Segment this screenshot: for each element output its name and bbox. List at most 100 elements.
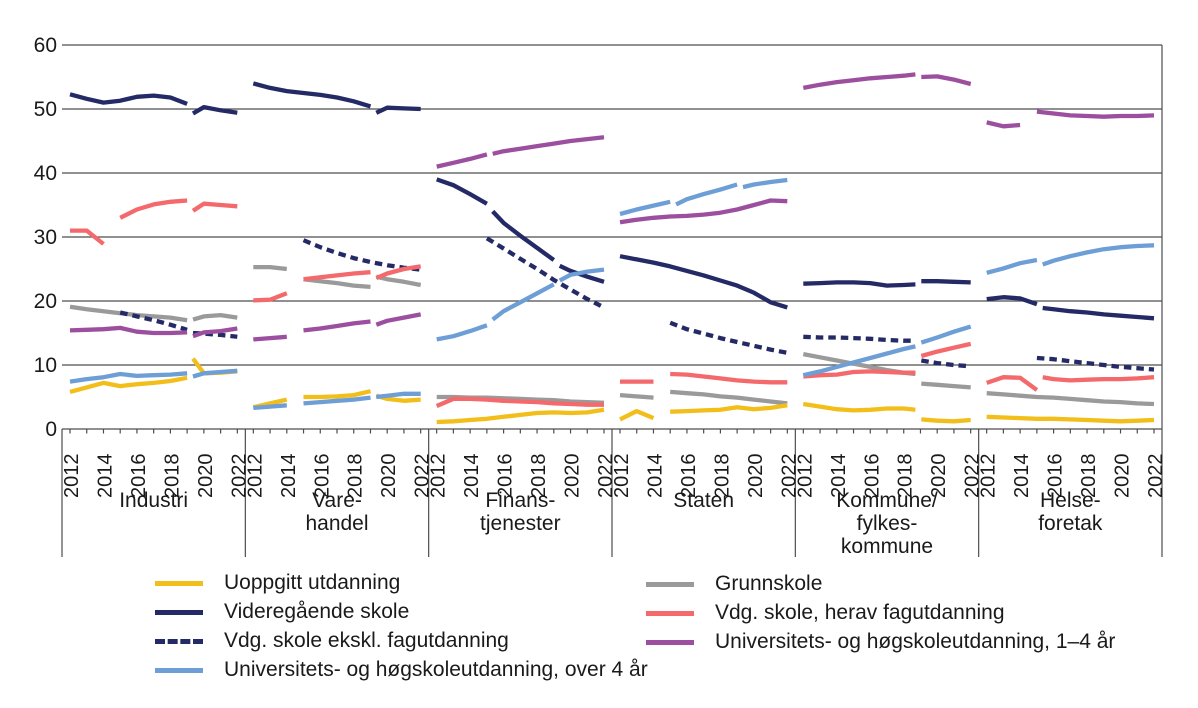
series-line-kommune-uni_over4 [802,344,916,378]
series-line-industri-uni_1_4 [69,325,188,336]
y-tick-label: 40 [34,162,57,185]
series-line-kommune-videregaende [921,279,971,285]
x-tick-label: 2020 [378,454,400,499]
legend-item-fagutdanning: Vdg. skole, herav fagutdanning [646,601,1115,625]
legend-label: Universitets- og høgskoleutdanning, 1–4 … [715,630,1116,653]
series-line-varehandel-uni_1_4 [375,312,422,327]
series-line-varehandel-fagutdanning [253,291,288,303]
series-line-kommune-uoppgitt [921,417,971,424]
series-line-industri-uni_over4 [69,371,188,384]
series-line-finanstjenester-uoppgitt [436,407,605,425]
series-line-industri-uni_over4 [192,368,238,379]
y-tick-label: 60 [34,34,57,57]
series-line-varehandel-uni_1_4 [253,334,287,342]
x-tick-label: 2014 [461,454,483,498]
series-line-staten-grunnskole [619,392,654,400]
legend-item-uoppgitt: Uoppgitt utdanning [155,571,648,595]
legend-label: Vdg. skole ekskl. fagutdanning [224,629,509,652]
x-tick-label: 2018 [161,454,183,499]
panel-label: Vare- [312,489,362,512]
series-line-kommune-ekskl_fag [920,358,971,369]
x-tick-label: 2018 [345,454,367,499]
panel-label: Kommune/ [836,489,938,512]
series-line-varehandel-ekskl_fag [302,238,421,272]
y-tick-label: 10 [34,354,57,377]
x-tick-label: 2014 [828,454,850,499]
x-tick-label: 2020 [562,454,584,499]
series-line-finanstjenester-uni_over4 [491,282,555,322]
legend-item-ekskl_fag: Vdg. skole ekskl. fagutdanning [155,629,648,653]
legend-column-left: Uoppgitt utdanning Videregående skole Vdg.… [155,571,648,687]
x-tick-label: 2022 [595,454,617,499]
legend-label: Grunnskole [715,572,823,595]
panel-label: Finans- [485,489,555,512]
series-line-staten-uoppgitt [619,408,655,422]
x-tick-label: 2016 [861,454,883,499]
x-tick-label: 2022 [778,454,800,499]
series-line-kommune-uoppgitt [802,401,916,413]
series-line-kommune-grunnskole [921,381,971,390]
series-line-varehandel-fagutdanning [303,270,371,282]
series-line-staten-videregaende [619,254,788,310]
series-line-helseforetak-grunnskole [986,391,1155,407]
series-line-varehandel-grunnskole [303,277,371,290]
legend-column-right: Grunnskole Vdg. skole, herav fagutdanning… [646,572,1115,659]
series-line-helseforetak-uni_over4 [986,257,1038,275]
series-line-helseforetak-fagutdanning [986,375,1039,392]
series-line-finanstjenester-uni_1_4 [436,152,488,169]
series-line-finanstjenester-uni_over4 [436,323,488,342]
series-line-varehandel-uni_over4 [253,403,287,411]
series-line-staten-uni_over4 [619,199,671,217]
series-line-industri-fagutdanning [191,201,238,213]
x-tick-label: 2020 [928,454,950,499]
series-line-finanstjenester-videregaende [435,177,488,206]
x-tick-label: 2018 [528,454,550,499]
series-line-varehandel-uni_over4 [303,395,371,406]
series-line-finanstjenester-ekskl_fag [485,236,605,310]
legend-line-swatch-ekskl_fag [155,638,203,644]
x-tick-label: 2022 [412,454,434,499]
x-tick-label: 2018 [1078,454,1100,499]
y-tick-label: 50 [34,98,57,121]
x-tick-label: 2018 [895,454,917,499]
x-tick-label: 2018 [711,454,733,499]
series-line-varehandel-videregaende [375,105,421,115]
series-line-varehandel-grunnskole [253,264,288,272]
panel-label: Helse- [1040,489,1101,512]
panel-label: fylkes- [857,512,918,535]
x-tick-label: 2012 [978,453,1000,498]
x-tick-label: 2020 [1112,454,1134,499]
series-line-finanstjenester-fagutdanning [435,396,604,408]
series-line-kommune-fagutdanning [920,341,972,359]
series-line-staten-fagutdanning [670,371,788,385]
series-line-helseforetak-uni_1_4 [1036,109,1155,119]
series-line-kommune-videregaende [803,280,916,288]
panel-label: foretak [1038,512,1103,535]
x-tick-label: 2012 [61,454,83,499]
panel-label: tjenester [480,512,561,535]
series-line-industri-grunnskole [69,304,188,323]
series-line-industri-uni_1_4 [192,326,238,339]
series-line-varehandel-uni_over4 [376,391,421,400]
y-tick-label: 20 [34,290,57,313]
legend-line-swatch-fagutdanning [646,610,694,616]
series-line-finanstjenester-uni_1_4 [492,135,605,156]
series-line-industri-fagutdanning [70,228,105,246]
series-line-staten-uni_1_4 [619,198,788,225]
series-line-industri-videregaende [69,92,188,106]
x-tick-label: 2014 [94,454,116,499]
panel-label: Staten [673,489,734,512]
x-tick-label: 2012 [244,454,266,499]
series-line-helseforetak-uni_over4 [1041,243,1155,267]
x-tick-label: 2014 [278,454,300,499]
series-line-staten-uni_over4 [742,177,788,190]
x-tick-label: 2014 [644,454,666,499]
x-tick-label: 2016 [311,454,333,499]
legend-label: Vdg. skole, herav fagutdanning [715,601,1005,624]
x-tick-label: 2022 [962,454,984,499]
series-line-kommune-uni_1_4 [802,72,916,91]
x-tick-label: 2022 [1145,454,1167,499]
legend-item-videregaende: Videregående skole [155,600,648,624]
